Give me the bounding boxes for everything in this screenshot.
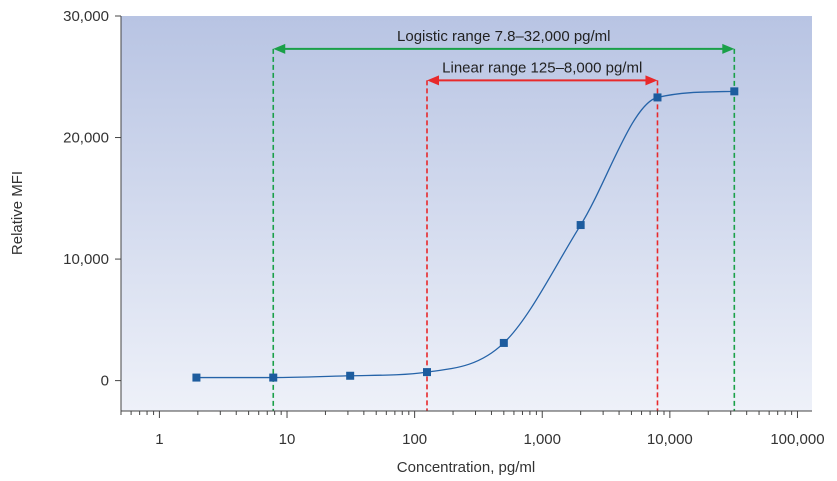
range-arrow-head-right	[722, 43, 735, 54]
x-tick-label: 10,000	[647, 431, 693, 448]
fit-curve	[196, 90, 735, 379]
data-point	[422, 368, 431, 377]
data-point	[576, 221, 585, 230]
data-point	[730, 87, 739, 96]
range-1: Linear range 125–8,000 pg/ml	[426, 59, 659, 411]
y-tick-label: 0	[101, 373, 109, 390]
data-point	[269, 373, 278, 382]
y-tick-label: 10,000	[63, 251, 109, 268]
plot-area	[121, 16, 812, 411]
range-arrow-head-left	[273, 43, 286, 54]
x-tick-label: 100	[402, 431, 427, 448]
data-markers	[192, 87, 739, 382]
y-tick-label: 20,000	[63, 130, 109, 147]
data-point	[346, 371, 355, 380]
x-tick-label: 100,000	[770, 431, 824, 448]
range-label: Linear range 125–8,000 pg/ml	[442, 59, 642, 76]
range-label: Logistic range 7.8–32,000 pg/ml	[397, 28, 610, 45]
axes: 0 10,000 20,000 30,000 1 10 100 1,000 10,000 100,…	[63, 8, 824, 448]
data-point	[653, 93, 662, 102]
range-0: Logistic range 7.8–32,000 pg/ml	[272, 28, 736, 411]
x-axis-title: Concentration, pg/ml	[397, 459, 535, 476]
x-tick-label: 10	[279, 431, 296, 448]
x-tick-label: 1,000	[523, 431, 561, 448]
data-point	[499, 338, 508, 347]
range-arrow-head-left	[426, 75, 439, 86]
range-annotations: Logistic range 7.8–32,000 pg/ml Linear ra…	[272, 28, 736, 411]
range-arrow-head-right	[645, 75, 658, 86]
data-point	[192, 373, 201, 382]
y-tick-label: 30,000	[63, 8, 109, 25]
y-axis-title: Relative MFI	[9, 171, 26, 255]
x-tick-label: 1	[155, 431, 163, 448]
